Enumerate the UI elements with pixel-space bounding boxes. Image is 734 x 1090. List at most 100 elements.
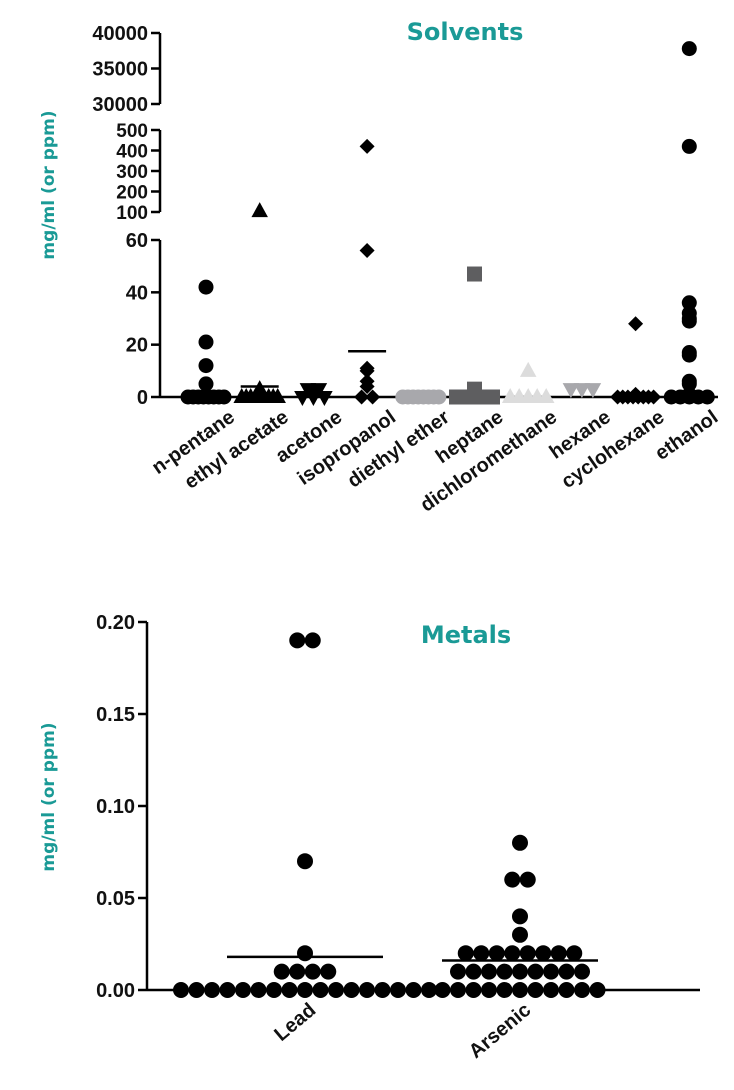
metals-point-arsenic [504, 945, 521, 962]
metals-point-lead [304, 632, 321, 649]
solvents-ytick-label: 40000 [92, 23, 148, 45]
solvents-ytick-label: 60 [126, 230, 148, 252]
metals-point-arsenic [450, 963, 466, 980]
solvents-axes [158, 33, 718, 399]
metals-point-arsenic [519, 945, 536, 962]
metals-point-arsenic [473, 945, 490, 962]
solvents-ytick-label: 20 [126, 335, 148, 357]
solvents-point-ethanol [681, 373, 697, 389]
solvents-point-n-pentane [198, 358, 214, 374]
metals-point-arsenic [519, 871, 536, 888]
metals-ytick-label: 0.10 [96, 796, 135, 818]
solvents-chart: Solvents mg/ml (or ppm) 0204060100200300… [39, 18, 722, 517]
solvents-point-ethanol [681, 41, 697, 57]
solvents-point-isopropanol [359, 373, 375, 389]
solvents-point-n-pentane [198, 279, 214, 295]
metals-point-arsenic [535, 945, 552, 962]
metals-chart: Metals mg/ml (or ppm) 0.000.050.100.150.… [39, 612, 700, 1063]
metals-point-lead [235, 982, 251, 998]
solvents-point-isopropanol [359, 242, 375, 258]
metals-point-arsenic [574, 982, 590, 998]
metals-point-arsenic [512, 926, 528, 943]
solvents-point-ethanol [699, 389, 715, 405]
metals-point-lead [204, 982, 220, 998]
solvents-point-isopropanol [359, 360, 375, 376]
metals-category-label: Arsenic [465, 999, 535, 1063]
metals-point-arsenic [527, 963, 544, 980]
solvents-point-heptane [467, 381, 482, 397]
solvents-point-isopropanol [359, 138, 375, 154]
metals-ylabel: mg/ml (or ppm) [39, 722, 59, 871]
metals-point-arsenic [488, 945, 505, 962]
solvents-point-n-pentane [198, 334, 214, 350]
solvents-point-hexane [562, 383, 580, 399]
metals-point-arsenic [558, 982, 575, 998]
metals-point-lead [289, 963, 306, 980]
metals-point-lead [343, 982, 360, 998]
metals-point-lead [320, 963, 337, 980]
metals-point-arsenic [496, 963, 513, 980]
solvents-point-dichloromethane [519, 361, 537, 377]
solvents-point-hexane [573, 383, 591, 399]
metals-point-lead [250, 982, 267, 998]
metals-point-lead [304, 963, 321, 980]
metals-point-lead [219, 982, 236, 998]
metals-point-arsenic [512, 908, 528, 925]
solvents-ytick-label: 0 [137, 387, 148, 409]
metals-point-arsenic [512, 834, 528, 851]
metals-point-lead [405, 982, 422, 998]
solvents-title: Solvents [407, 18, 524, 46]
metals-point-lead [297, 945, 313, 962]
metals-title: Metals [421, 621, 511, 649]
metals-points [173, 632, 606, 998]
solvents-ylabel: mg/ml (or ppm) [39, 110, 59, 259]
solvents-point-n-pentane [216, 389, 232, 405]
metals-point-arsenic [543, 982, 559, 998]
metals-category-label: Lead [270, 999, 320, 1046]
metals-point-lead [390, 982, 406, 998]
solvents-point-ethanol [681, 295, 697, 311]
metals-point-lead [281, 982, 298, 998]
solvents-ytick-label: 30000 [92, 94, 148, 116]
metals-point-arsenic [457, 945, 474, 962]
metals-point-arsenic [481, 963, 497, 980]
metals-point-lead [328, 982, 344, 998]
metals-point-lead [297, 853, 313, 870]
metals-ytick-label: 0.20 [96, 612, 135, 634]
metals-point-arsenic [589, 982, 606, 998]
metals-point-lead [359, 982, 375, 998]
solvents-point-ethanol [681, 138, 697, 154]
metals-point-arsenic [481, 982, 497, 998]
metals-point-arsenic [550, 945, 567, 962]
solvents-ytick-label: 300 [116, 162, 148, 183]
metals-point-lead [266, 982, 282, 998]
solvents-point-heptane [467, 266, 482, 282]
solvents-point-cyclohexane [628, 316, 644, 332]
metals-point-arsenic [504, 871, 521, 888]
metals-ytick-label: 0.00 [96, 980, 135, 1002]
metals-point-arsenic [434, 982, 451, 998]
metals-point-arsenic [574, 963, 590, 980]
solvents-ytick-label: 100 [116, 203, 148, 224]
metals-point-arsenic [450, 982, 466, 998]
metals-point-arsenic [527, 982, 544, 998]
solvents-point-diethyl-ether [431, 389, 447, 405]
solvents-ytick-label: 200 [116, 183, 148, 204]
solvents-point-isopropanol [354, 389, 370, 405]
solvents-point-cyclohexane [646, 389, 662, 405]
solvents-point-cyclohexane [628, 386, 644, 402]
metals-point-arsenic [465, 982, 482, 998]
solvents-ytick-label: 500 [116, 121, 148, 142]
metals-point-lead [289, 632, 306, 649]
solvents-point-n-pentane [198, 376, 214, 392]
solvents-point-ethyl-acetate [251, 202, 268, 218]
metals-point-lead [297, 982, 313, 998]
solvents-point-ethanol [681, 386, 697, 402]
metals-point-arsenic [558, 963, 575, 980]
solvents-point-acetone [299, 383, 317, 399]
metals-point-lead [188, 982, 205, 998]
metals-ytick-label: 0.15 [96, 704, 135, 726]
metals-point-lead [312, 982, 329, 998]
